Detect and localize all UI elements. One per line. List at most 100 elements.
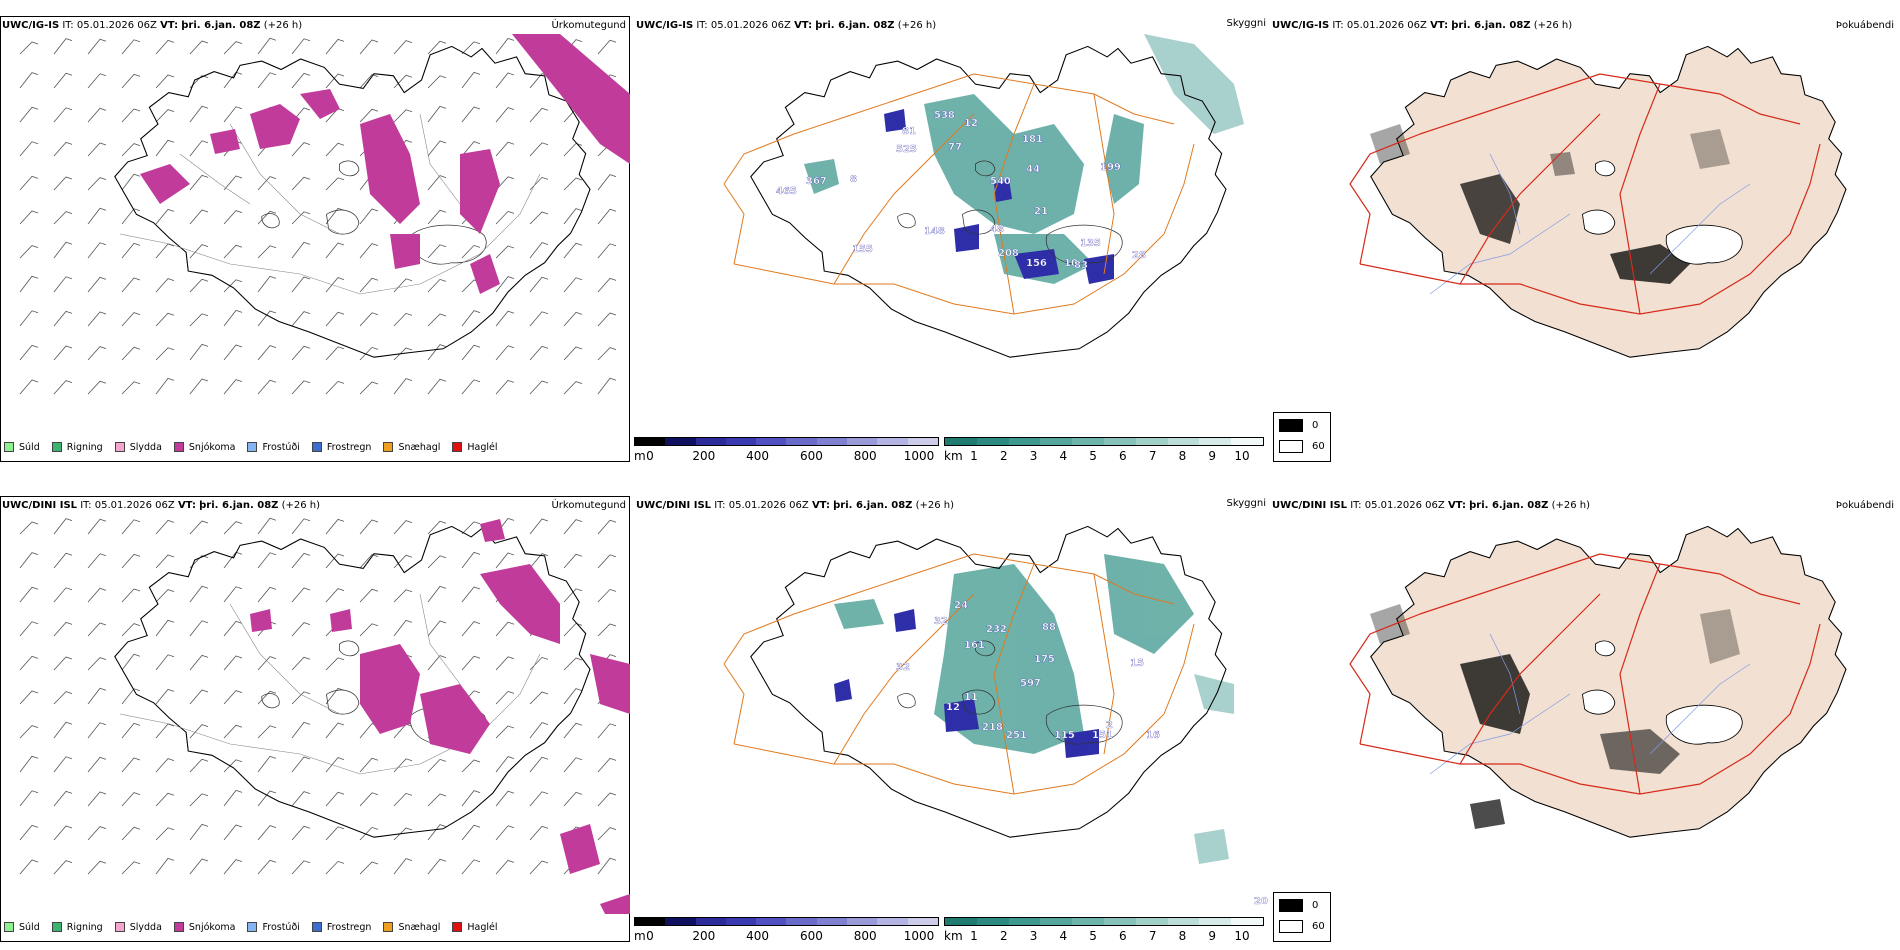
snow-area (420, 684, 490, 754)
fog-area (1690, 129, 1730, 169)
wind-barb (53, 860, 73, 875)
colorbar-segment (1072, 918, 1104, 925)
wind-barb (529, 211, 549, 225)
ceiling-value-label: 44 (1026, 164, 1040, 175)
panel-header: UWC/DINI ISL IT: 05.01.2026 06Z VT: þri.… (2, 500, 320, 511)
ceiling-value-label: 251 (1006, 730, 1027, 741)
wind-barb (155, 109, 175, 123)
wind-barb (393, 792, 413, 807)
colorbar-segment (1199, 918, 1232, 925)
snow-area (250, 104, 300, 149)
wind-barb (325, 242, 345, 259)
wind-barb (53, 211, 73, 225)
wind-barb (121, 381, 141, 395)
ceiling-value-label: 24 (954, 600, 968, 611)
precip-legend: Súld Rigning Slydda Snjókoma Frostúði Frostre… (4, 918, 510, 936)
ceiling-value-label: 525 (896, 144, 917, 155)
wind-barb (359, 826, 379, 841)
wind-barb (597, 827, 617, 841)
ceiling-value-label: 20 (1254, 896, 1268, 907)
wind-barb (291, 656, 311, 671)
colorbar-segment (1231, 438, 1263, 445)
colorbar-segment (847, 438, 878, 445)
wind-barb (495, 825, 515, 841)
wind-barb (121, 208, 141, 225)
model-row-ig-is: UWC/IG-IS IT: 05.01.2026 06Z VT: þri. 6.… (0, 0, 1900, 470)
legend-label: Haglél (467, 441, 498, 453)
wind-barb (529, 518, 549, 535)
colorbar-segment (695, 438, 726, 445)
wind-barb (257, 345, 277, 361)
ceiling-visibility-panel: UWC/DINI ISL IT: 05.01.2026 06Z VT: þri.… (634, 480, 1268, 950)
wind-barb (87, 756, 107, 773)
fog-legend-label: 60 (1312, 441, 1325, 452)
colorbar-strip (944, 917, 1264, 926)
legend-item: Rigning (51, 922, 103, 933)
wind-barb (597, 377, 617, 395)
wind-barb (291, 622, 311, 637)
wind-barb (53, 825, 73, 841)
ceiling-visibility-panel: UWC/IG-IS IT: 05.01.2026 06Z VT: þri. 6.… (634, 0, 1268, 470)
ceiling-value-labels: 81 538 12 525 77 181 367 465 8 540 44 199 21 148 48 155… (776, 110, 1146, 271)
wind-barb (427, 40, 447, 55)
wind-barb (19, 586, 39, 603)
wind-barb (291, 72, 311, 89)
wind-barb (495, 107, 515, 123)
wind-barb (121, 826, 141, 841)
snow-area (512, 34, 630, 164)
colorbar-segment (1008, 438, 1041, 445)
wind-barb (223, 655, 243, 671)
colorbar-segment (635, 438, 666, 445)
wind-barb (597, 312, 617, 327)
wind-barb (87, 380, 107, 395)
wind-barb (223, 551, 243, 569)
fog-indicator-panel: UWC/IG-IS IT: 05.01.2026 06Z VT: þri. 6.… (1270, 0, 1900, 470)
colorbar-segment (725, 438, 757, 445)
wind-barb (291, 860, 311, 875)
colorbar-segment (877, 918, 908, 925)
fog-legend-label: 0 (1312, 420, 1319, 431)
wind-barb (427, 824, 447, 841)
wind-barb (325, 657, 345, 671)
colorbar-tick: 200 (692, 929, 716, 943)
wind-barb (563, 657, 583, 671)
wind-barb (359, 623, 379, 637)
wind-barb (427, 344, 447, 361)
model-name: UWC/IG-IS (636, 20, 694, 31)
wind-barb (325, 553, 345, 569)
legend-label: Súld (19, 441, 40, 453)
wind-barb (19, 106, 39, 123)
colorbar-strip (634, 917, 939, 926)
wind-barb (427, 313, 447, 327)
wind-barb (223, 244, 243, 259)
model-name: UWC/IG-IS (1272, 20, 1330, 31)
wind-barb (359, 39, 379, 55)
legend-item: Súld (4, 922, 40, 933)
panel-title: Þokuábendi (1835, 20, 1894, 31)
fog-legend-label: 0 (1312, 900, 1319, 911)
legend-swatch (4, 922, 14, 932)
wind-barb (325, 518, 345, 535)
wind-barb (257, 790, 277, 807)
legend-item: Frostregn (311, 922, 371, 933)
wind-barb (529, 691, 549, 705)
colorbar-tick: 200 (692, 449, 716, 463)
map-frame (0, 16, 630, 462)
legend-swatch (51, 922, 62, 932)
model-name: UWC/IG-IS (2, 20, 60, 31)
snow-areas (140, 34, 630, 294)
fog-legend-swatch (1279, 899, 1303, 912)
wind-barb (461, 71, 481, 89)
wind-barb (563, 622, 583, 637)
wind-barb (53, 345, 73, 361)
wind-barb (87, 107, 107, 123)
colorbar-tick: 9 (1208, 929, 1217, 943)
wind-barb (121, 108, 141, 123)
wind-barb (359, 108, 379, 123)
road-network (723, 73, 1195, 315)
colorbar-tick: 0 (646, 929, 654, 943)
colorbar-tick: 3 (1029, 929, 1038, 943)
ceiling-value-label: 32 (896, 662, 910, 673)
legend-item: Haglél (452, 441, 498, 453)
